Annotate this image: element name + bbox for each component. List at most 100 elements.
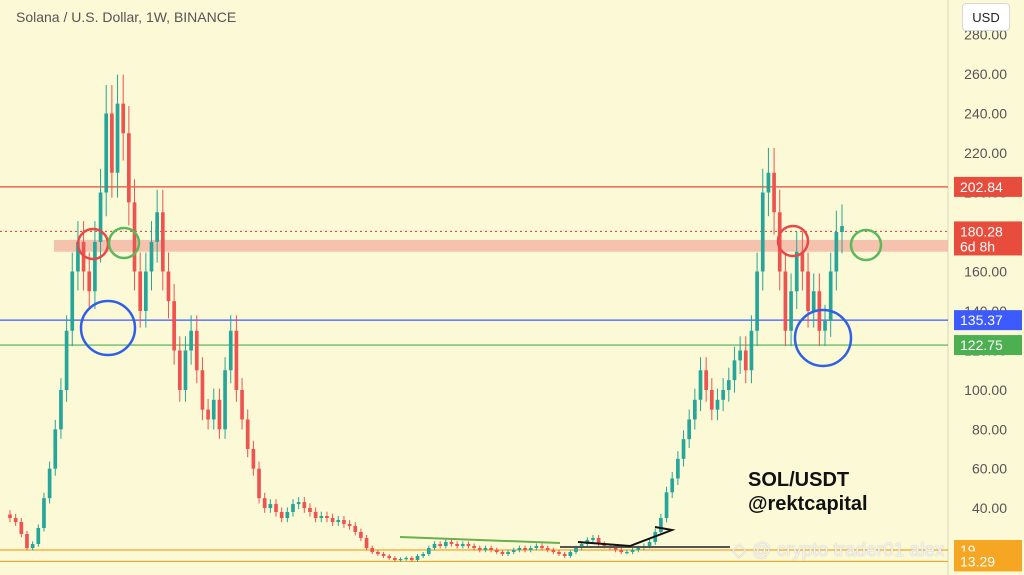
candle-body xyxy=(670,478,675,493)
candle-body xyxy=(449,542,454,544)
candle-body xyxy=(432,544,437,548)
candle-body xyxy=(443,542,448,546)
y-tick-label: 100.00 xyxy=(964,382,1007,398)
candle-body xyxy=(709,390,714,410)
candle-body xyxy=(308,508,312,512)
candle-body xyxy=(217,399,222,430)
candle-body xyxy=(189,330,193,351)
candle-body xyxy=(704,370,709,390)
candle-body xyxy=(755,271,759,331)
candle-body xyxy=(93,241,97,292)
candle-body xyxy=(840,226,844,232)
candle-body xyxy=(823,320,827,331)
candle-body xyxy=(228,330,233,371)
y-tick-label: 80.00 xyxy=(972,421,1007,437)
candle-body xyxy=(172,301,176,351)
candle-body xyxy=(421,554,426,556)
price-label-bg xyxy=(954,221,1022,256)
candle-body xyxy=(279,512,284,518)
y-tick-label: 260.00 xyxy=(964,66,1007,82)
candle-body xyxy=(313,512,318,518)
candle-body xyxy=(636,548,641,550)
candle-body xyxy=(206,409,210,420)
candle-body xyxy=(274,504,278,512)
candle-body xyxy=(415,556,420,560)
candle-body xyxy=(257,468,261,499)
candle-body xyxy=(347,524,352,526)
marker-circle xyxy=(107,226,141,260)
candle-body xyxy=(36,528,41,544)
candle-body xyxy=(336,520,341,522)
candle-body xyxy=(177,350,182,390)
trendline xyxy=(399,536,561,544)
candle-body xyxy=(319,516,324,518)
candle-body xyxy=(789,291,793,331)
candle-body xyxy=(828,271,833,321)
candle-body xyxy=(766,172,771,193)
candle-body xyxy=(749,330,754,371)
candle-body xyxy=(472,546,476,548)
candle-body xyxy=(438,544,442,546)
candle-body xyxy=(166,271,171,302)
candle-body xyxy=(494,550,499,552)
candle-body xyxy=(619,550,624,552)
candle-body xyxy=(30,544,35,548)
y-tick-label: 220.00 xyxy=(964,145,1007,161)
candle-body xyxy=(47,468,52,499)
candle-body xyxy=(325,516,329,518)
candle-body xyxy=(13,518,18,522)
candle-body xyxy=(426,548,431,554)
candle-body xyxy=(364,538,369,548)
candle-body xyxy=(291,504,295,512)
price-label: 13.29 xyxy=(960,553,995,569)
candle-body xyxy=(466,544,471,546)
candle-body xyxy=(110,113,114,173)
candle-body xyxy=(732,360,737,381)
candle-body xyxy=(410,558,414,560)
candle-body xyxy=(393,558,397,560)
candle-body xyxy=(285,512,290,518)
candle-body xyxy=(483,548,488,550)
currency-button[interactable]: USD xyxy=(962,3,1010,31)
candle-body xyxy=(302,502,307,508)
candle-body xyxy=(330,518,335,522)
candle-body xyxy=(53,429,58,469)
candle-body xyxy=(8,514,12,518)
candle-body xyxy=(551,550,556,552)
candle-body xyxy=(59,390,63,430)
candle-body xyxy=(693,399,697,420)
y-tick-label: 240.00 xyxy=(964,106,1007,122)
marker-circle xyxy=(793,308,853,368)
price-label: 202.84 xyxy=(960,179,1003,195)
candle-body xyxy=(528,548,533,550)
candle-body xyxy=(545,548,550,550)
candle-body xyxy=(183,350,188,390)
candle-body xyxy=(245,419,250,449)
candle-body xyxy=(132,202,137,272)
candle-body xyxy=(811,291,816,311)
candle-body xyxy=(149,241,154,272)
resistance-zone xyxy=(54,239,948,252)
candle-body xyxy=(262,498,267,508)
candle-body xyxy=(398,559,403,561)
candle-body xyxy=(687,419,692,440)
candle-body xyxy=(726,380,731,390)
candle-body xyxy=(562,554,567,556)
candle-body xyxy=(223,370,227,430)
y-tick-label: 40.00 xyxy=(972,500,1007,516)
candle-body xyxy=(376,552,380,554)
candle-body xyxy=(104,113,109,193)
candle-body xyxy=(19,522,24,534)
candle-body xyxy=(42,498,46,528)
candle-body xyxy=(127,133,131,203)
price-label-countdown: 6d 8h xyxy=(960,238,995,254)
y-tick-label: 60.00 xyxy=(972,461,1007,477)
chart-title: Solana / U.S. Dollar, 1W, BINANCE xyxy=(16,9,237,25)
candle-body xyxy=(240,390,244,420)
candle-body xyxy=(25,534,29,548)
candle-body xyxy=(121,103,126,134)
candle-body xyxy=(87,271,92,292)
price-label: 180.28 xyxy=(960,223,1003,239)
